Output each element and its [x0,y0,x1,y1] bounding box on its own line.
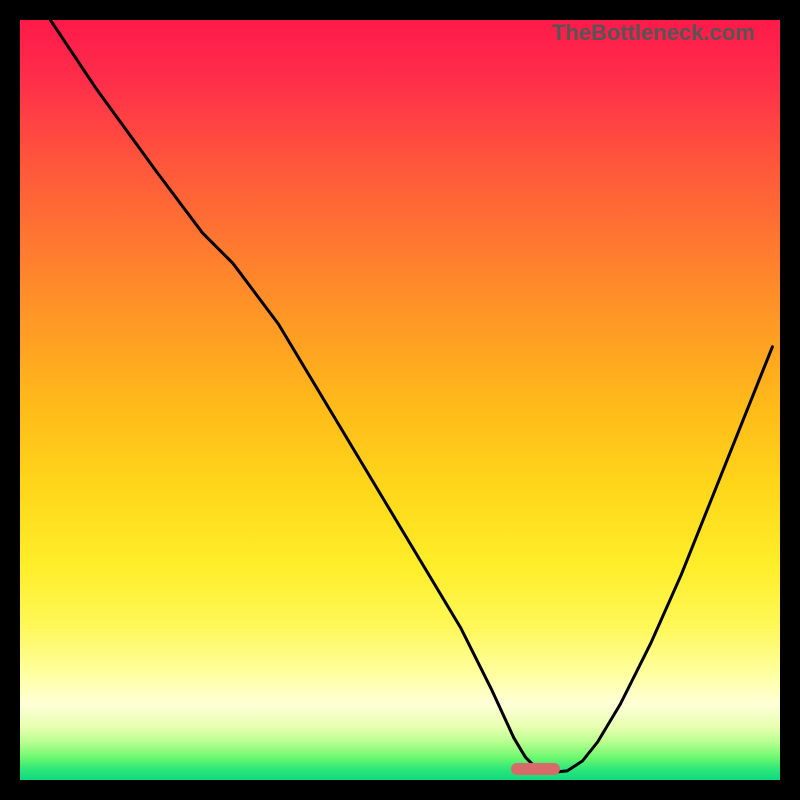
chart-frame: TheBottleneck.com [20,20,780,780]
optimal-marker [511,763,560,775]
watermark-text: TheBottleneck.com [552,20,755,46]
bottleneck-curve [20,20,780,780]
